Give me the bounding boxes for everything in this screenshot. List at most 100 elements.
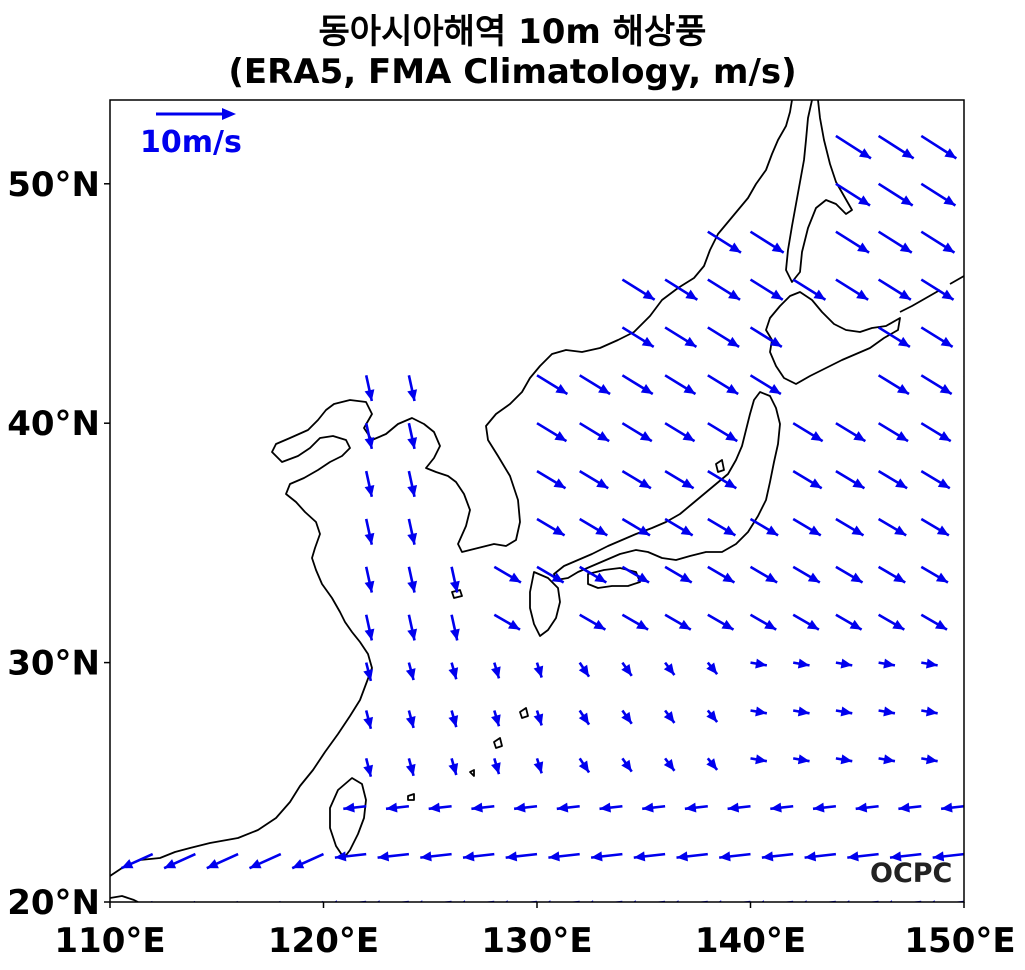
wind-arrow-head [595,525,608,536]
wind-arrow-head [851,525,864,536]
wind-arrow-head [680,525,693,536]
wind-arrow-head [642,802,654,813]
wind-arrow-head [578,760,590,773]
wind-arrow-head [241,911,253,920]
wind-arrow-head [768,383,781,395]
wind-arrow-head [364,437,375,449]
wind-arrow-head [491,714,501,727]
wind-arrow-head [898,802,910,813]
wind-arrow-head [901,148,914,159]
wind-arrow-head [706,710,718,723]
wind-arrow-head [385,802,398,813]
wind-arrow-head [855,802,868,813]
wind-arrow-head [979,573,991,583]
wind-arrow-head [679,572,692,583]
wind-arrow-head [407,389,418,402]
wind-arrow-head [797,658,810,669]
wind-arrow-head [684,336,697,347]
wind-arrow-head [925,706,938,717]
wind-arrow-head [725,431,738,442]
wind-arrow-head [553,478,566,489]
wind-arrow-head [642,289,655,300]
wind-arrow-head [859,148,871,159]
wind-arrow-head [449,628,460,641]
wind-arrow-head [889,851,902,862]
wind-arrow-head [706,662,718,675]
wind-arrow-head [935,572,948,583]
wind-arrow-head [892,619,905,630]
wind-arrow-head [405,668,416,681]
wind-arrow-head [678,619,691,630]
ocpc-logo: OCPC [870,858,952,889]
wind-arrow-head [984,290,996,300]
wind-arrow-head [449,580,460,593]
wind-arrow-head [722,572,735,583]
wind-arrow-shaft [963,279,964,282]
wind-arrow-head [405,716,416,728]
wind-arrow-head [676,851,688,862]
wind-arrow-head [364,580,375,593]
wind-arrow-head [761,851,774,862]
wind-arrow-head [987,148,999,158]
wind-arrow-head [755,754,767,765]
wind-arrow-head [636,619,649,630]
wind-arrow-head [633,851,646,862]
wind-arrow-head [969,706,981,716]
wind-arrow-head [578,664,590,677]
wind-arrow-head [594,572,607,583]
wind-arrow-head [554,431,567,442]
wind-arrow-head [533,665,544,678]
wind-arrow-head [770,802,782,813]
x-tick-label: 150°E [904,921,1015,961]
wind-arrow-head [934,619,948,630]
wind-arrow-shaft [963,183,964,186]
wind-arrow-head [156,911,168,920]
wind-arrow-head [883,754,895,765]
wind-arrow-shaft [963,327,964,329]
wind-arrow-head [771,242,784,253]
wind-arrow-head [925,658,938,669]
wind-arrow-head [723,525,736,536]
wind-arrow-head [894,525,907,536]
wind-arrow-head [663,711,675,723]
wind-arrow-head [206,859,219,869]
wind-arrow-head [983,337,995,347]
wind-arrow-head [428,802,441,813]
wind-arrow-head [764,619,777,630]
wind-arrow-head [448,763,459,776]
wind-arrow-head [471,802,483,813]
wind-arrow-shaft [320,900,324,902]
wind-arrow-head [755,706,767,717]
wind-arrow-head [364,532,375,545]
wind-arrow-head [685,289,698,300]
reference-arrow-head [222,108,236,120]
wind-arrow-head [728,289,741,300]
wind-arrow-head [621,759,632,772]
wind-arrow-head [797,706,810,717]
wind-arrow-head [621,711,632,724]
x-tick-label: 110°E [54,921,165,961]
wind-arrow-shaft [963,566,964,569]
wind-arrow-head [407,580,418,593]
y-axis: 20°N 30°N 40°N 50°N [7,165,110,923]
wind-arrow-head [505,851,518,862]
wind-arrow-head [810,431,823,442]
wind-arrow-head [852,478,865,489]
reference-vector: 10m/s [140,108,242,160]
wind-arrow-head [292,859,305,869]
wind-arrow-head [377,851,390,862]
wind-arrow-head [556,802,569,813]
wind-arrow-head [121,859,134,869]
wind-arrow-head [840,658,853,669]
wind-arrow-head [533,761,544,774]
wind-arrow-head [684,802,697,813]
wind-arrow-head [813,289,826,300]
wind-arrow-head [982,384,994,394]
wind-arrow-head [343,802,355,813]
wind-vectors [110,134,999,920]
wind-arrow-head [533,713,544,726]
wind-arrow-head [663,758,675,771]
wind-arrow-head [552,525,565,536]
wind-arrow-head [637,525,650,536]
wind-arrow-head [719,851,731,862]
